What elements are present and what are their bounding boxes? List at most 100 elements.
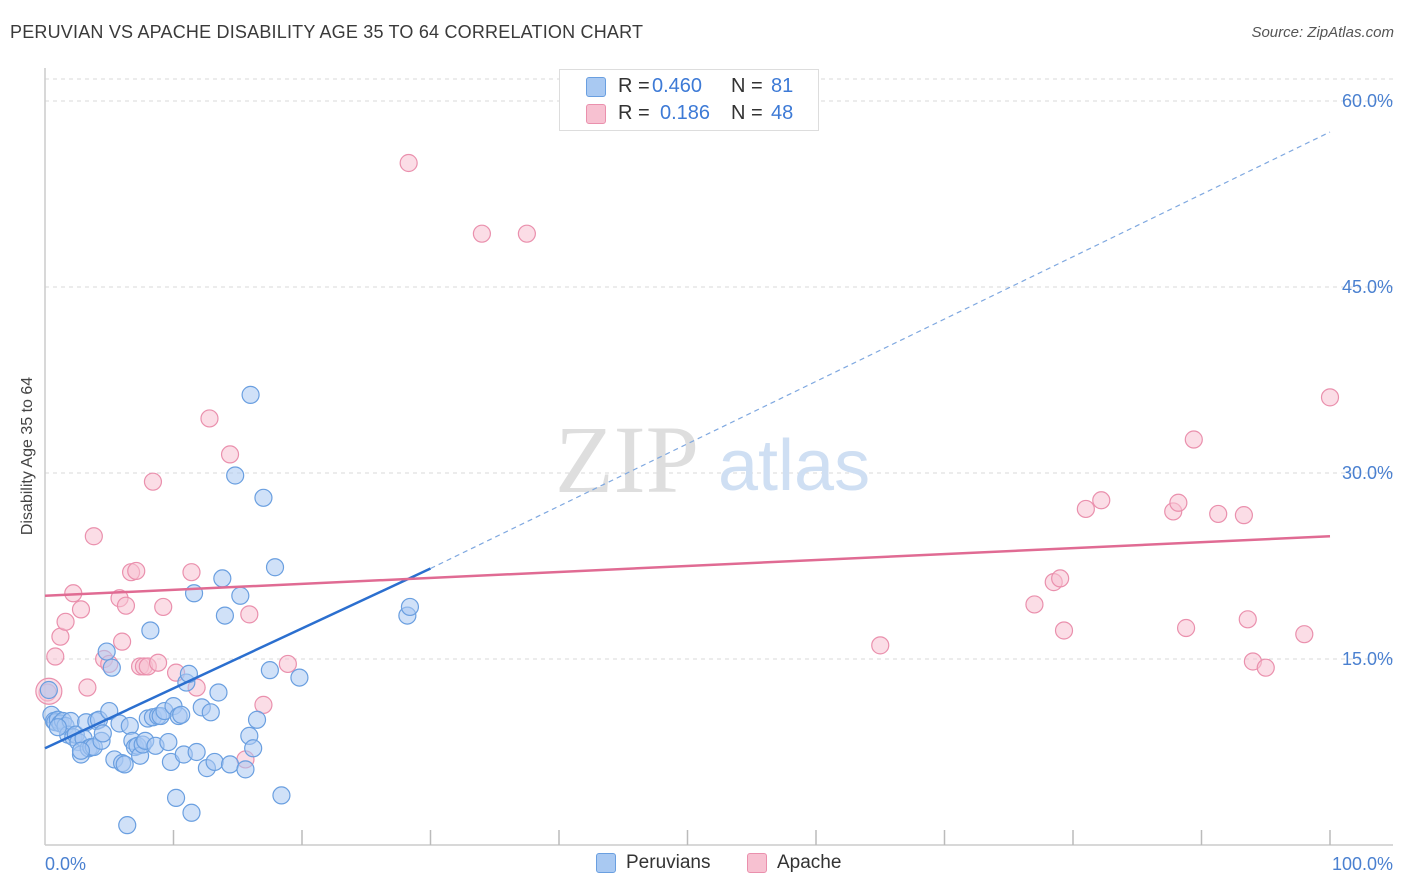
watermark: ZIP atlas [555,406,870,513]
peruvians-swatch [596,853,616,873]
y-tick-label: 60.0% [1342,91,1393,111]
peruvians-trend-line [44,567,432,750]
peruvian-point [290,668,309,687]
apache-swatch [747,853,767,873]
apache-point [278,654,297,674]
peruvian-point [115,755,134,774]
peruvian-point [213,569,232,588]
apache-trend-line [44,534,1331,598]
peruvians-trend-extension [430,131,1331,570]
peruvian-point [220,755,240,774]
peruvian-point [97,642,116,661]
peruvian-point [205,752,224,772]
peruvian-point [215,606,234,625]
peruvian-point [272,786,291,805]
x-tick-label: 0.0% [45,854,86,874]
peruvians-swatch [586,77,606,97]
legend-label: Apache [777,852,842,873]
apache-point [112,632,132,651]
peruvian-point [236,760,255,779]
apache-point [56,612,75,631]
apache-points [35,153,1340,769]
watermark-atlas: atlas [718,426,870,506]
apache-point [1051,569,1070,588]
apache-point [240,605,259,624]
peruvian-point [254,488,273,507]
legend-r-value: 0.186 [660,102,711,124]
peruvian-point [244,739,263,758]
apache-point [1320,388,1340,407]
apache-point [1234,506,1254,525]
apache-point [1054,621,1074,640]
peruvian-point [247,710,267,729]
apache-point [143,472,163,491]
apache-point [1184,430,1203,449]
apache-point [148,653,168,672]
peruvian-point [93,724,112,743]
peruvian-point [141,621,160,640]
x-tick-label: 100.0% [1332,854,1393,874]
peruvian-points [39,385,420,835]
peruvian-point [265,558,285,577]
series-legend: Peruvians Apache [0,851,1406,877]
legend-n-label: N = [731,75,763,97]
peruvian-point [209,683,228,702]
apache-point [1176,618,1196,638]
apache-point [1076,499,1095,519]
y-tick-label: 15.0% [1342,649,1393,669]
peruvian-point [120,716,139,736]
peruvian-point [71,741,91,760]
peruvian-point [166,788,186,807]
peruvian-point [182,803,201,822]
peruvian-point [400,597,420,617]
peruvian-point [201,703,220,722]
apache-point [1256,658,1275,677]
watermark-zip: ZIP [555,406,699,513]
apache-point [154,597,173,617]
peruvian-point [102,658,121,677]
apache-point [116,596,136,615]
legend-r-label: R = [618,75,650,97]
apache-point [78,678,97,697]
peruvian-point [226,466,245,485]
apache-point [472,224,491,243]
apache-point [127,561,146,581]
legend-r-value: 0.460 [652,75,703,97]
apache-swatch [586,104,606,124]
apache-point [1169,493,1188,512]
trend-lines [44,131,1331,750]
legend-n-value: 48 [771,102,794,124]
grid-lines [45,78,1393,660]
apache-point [1092,491,1111,510]
apache-point [1238,610,1257,629]
peruvian-point [172,705,191,724]
legend-n-label: N = [731,102,763,124]
tick-labels: 15.0% 30.0% 45.0% 60.0% 0.0% 100.0% [45,91,1393,874]
apache-point [1209,504,1228,524]
peruvian-point [48,718,67,737]
legend-label: Peruvians [626,852,711,873]
peruvian-point [118,816,137,835]
source-label: Source: ZipAtlas.com [1251,24,1394,41]
apache-point [517,224,536,243]
correlation-legend: R = 0.460 N = 81 R = 0.186 N = 48 [559,69,819,131]
apache-point [200,409,219,428]
peruvian-point [231,586,250,605]
peruvian-point [159,732,178,752]
peruvian-point [39,680,58,700]
apache-point [71,600,91,619]
apache-point [1025,595,1044,614]
apache-point [84,527,103,546]
legend-r-label: R = [618,102,650,124]
apache-point [220,445,240,464]
apache-point [1295,625,1314,644]
peruvian-point [260,661,279,680]
apache-point [182,563,201,582]
peruvian-point [241,385,260,404]
chart-title: PERUVIAN VS APACHE DISABILITY AGE 35 TO … [10,22,644,42]
peruvian-point [187,742,206,762]
y-tick-label: 30.0% [1342,463,1393,483]
legend-n-value: 81 [771,75,794,97]
y-tick-label: 45.0% [1342,277,1393,297]
